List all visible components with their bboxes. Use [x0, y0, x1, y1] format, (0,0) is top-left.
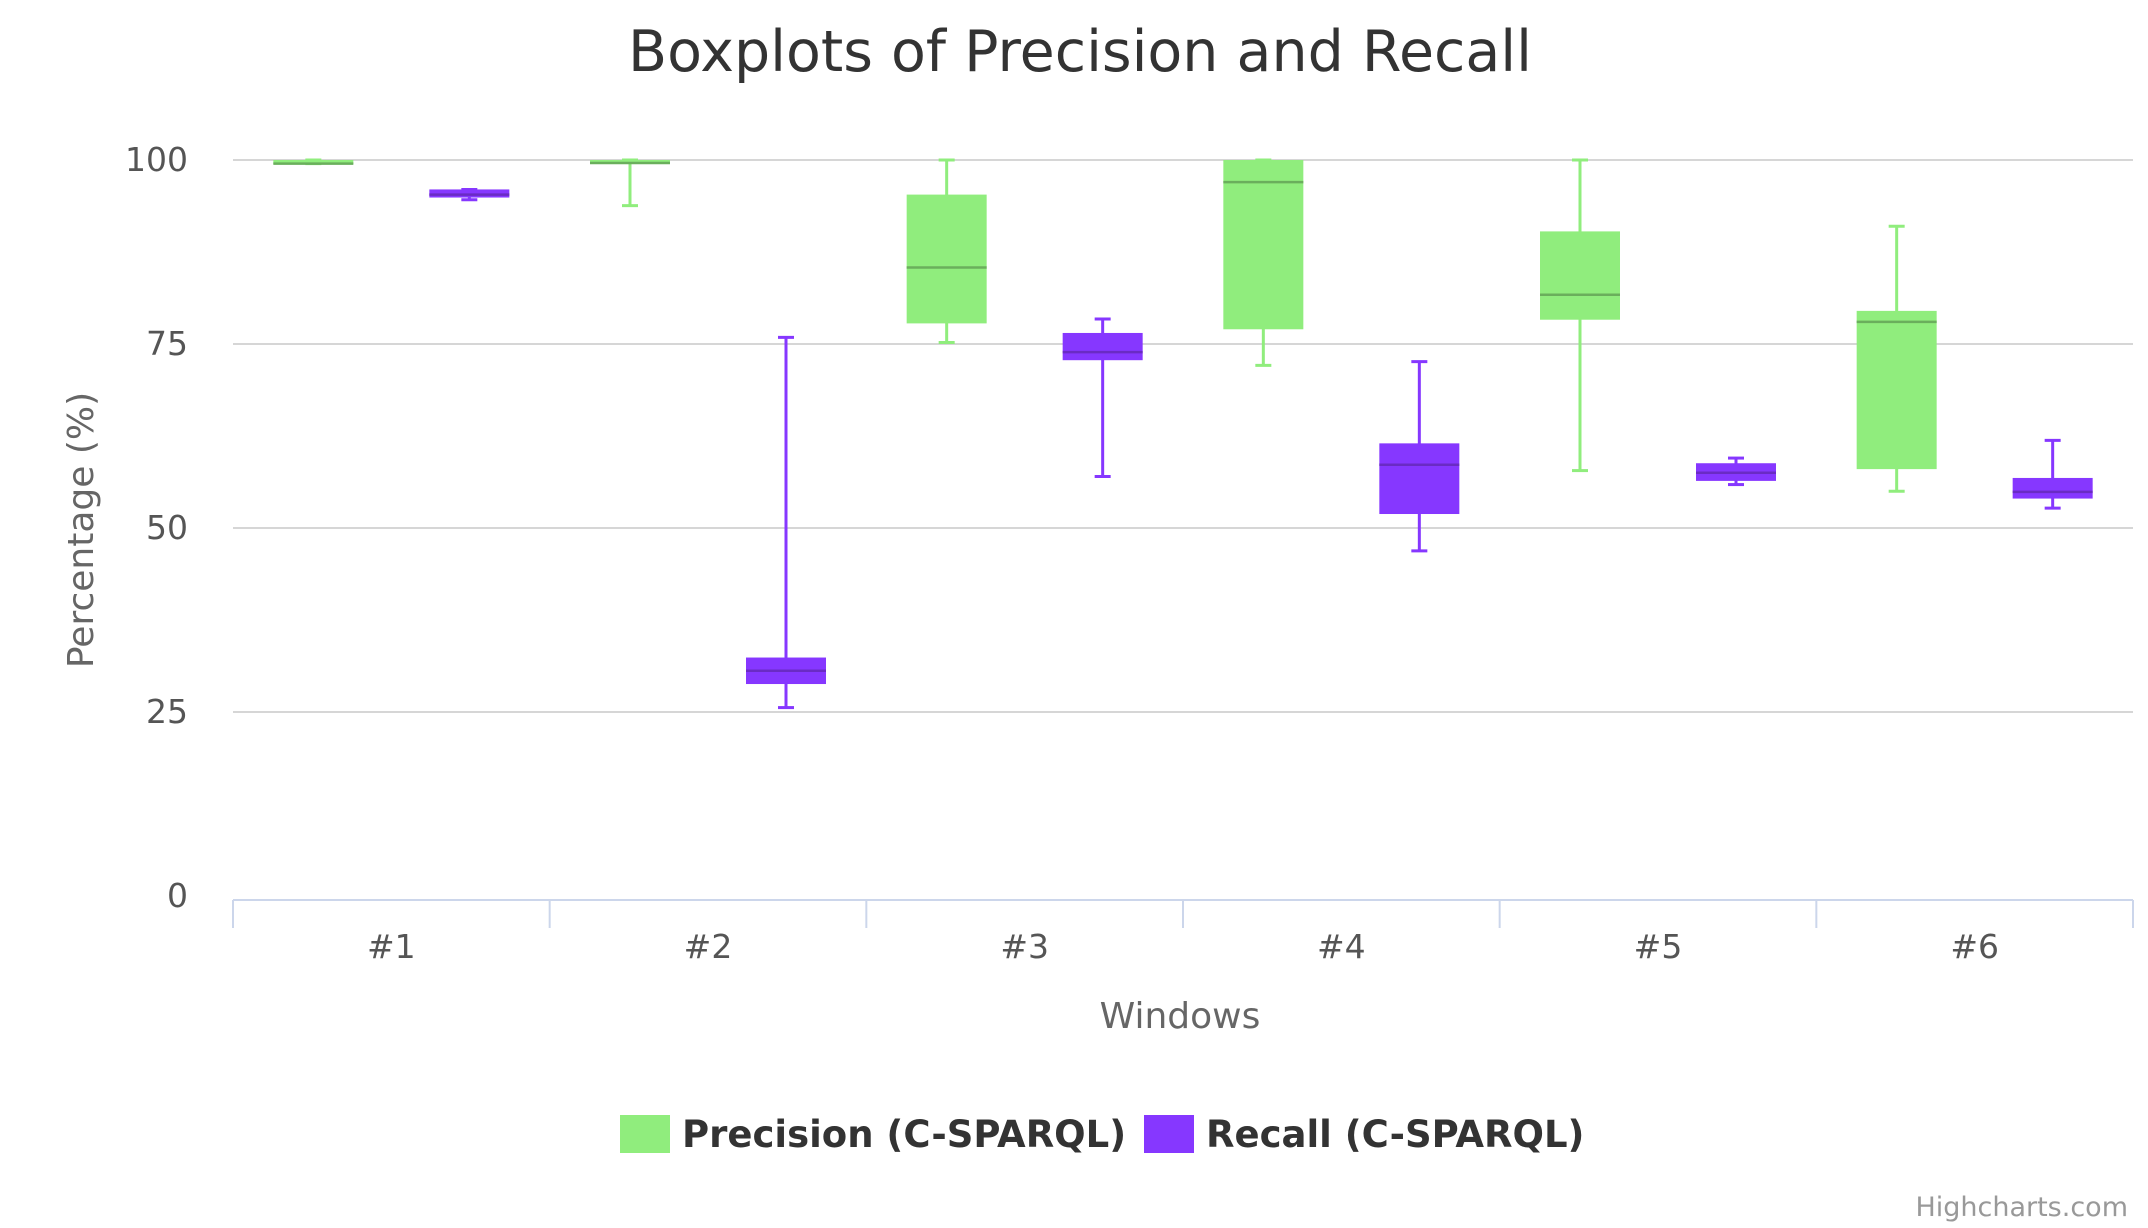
box	[906, 158, 987, 345]
box-body	[1223, 160, 1304, 330]
y-axis-title: Percentage (%)	[61, 392, 102, 668]
gridlines	[233, 159, 2133, 713]
x-tick-label: #4	[1317, 927, 1366, 966]
y-tick-label: 0	[167, 876, 188, 915]
legend: Precision (C-SPARQL) Recall (C-SPARQL)	[620, 1113, 1584, 1156]
box	[1856, 224, 1937, 493]
plot-area	[273, 158, 2093, 710]
box	[273, 158, 354, 166]
x-axis-title: Windows	[1100, 996, 1261, 1037]
legend-symbol	[620, 1115, 670, 1153]
credits-link[interactable]: Highcharts.com	[1915, 1192, 2128, 1223]
legend-label: Recall (C-SPARQL)	[1206, 1113, 1584, 1156]
legend-label: Precision (C-SPARQL)	[682, 1113, 1126, 1156]
series-recall	[429, 187, 2093, 710]
y-tick-label: 50	[146, 508, 188, 547]
x-tick-label: #3	[1000, 927, 1049, 966]
series-precision	[273, 158, 1937, 493]
box	[2012, 438, 2093, 510]
box-body	[906, 194, 987, 324]
box	[1696, 456, 1776, 487]
box-body	[2012, 477, 2093, 499]
legend-item-recall[interactable]: Recall (C-SPARQL)	[1144, 1113, 1584, 1156]
chart-title: Boxplots of Precision and Recall	[628, 19, 1532, 85]
x-tick-label: #6	[1950, 927, 1999, 966]
x-tick-label: #5	[1634, 927, 1683, 966]
box-body	[1379, 443, 1460, 515]
y-tick-label: 25	[146, 692, 188, 731]
x-tick-label: #2	[684, 927, 733, 966]
x-tick-label: #1	[367, 927, 416, 966]
legend-item-precision[interactable]: Precision (C-SPARQL)	[620, 1113, 1126, 1156]
box	[1379, 360, 1460, 553]
box	[1223, 158, 1304, 367]
legend-symbol	[1144, 1115, 1194, 1153]
box	[1062, 317, 1143, 478]
box	[746, 335, 826, 710]
box-body	[273, 160, 354, 164]
x-axis: #1 #2 #3 #4 #5 #6	[232, 899, 2134, 966]
box	[429, 187, 510, 202]
box-body	[1062, 332, 1143, 361]
y-tick-label: 75	[146, 324, 188, 363]
box-body	[1540, 231, 1620, 320]
box	[590, 158, 670, 208]
box	[1540, 158, 1620, 473]
y-tick-label: 100	[125, 140, 188, 179]
box-body	[1856, 310, 1937, 470]
y-axis-ticks: 0 25 50 75 100	[125, 140, 188, 915]
